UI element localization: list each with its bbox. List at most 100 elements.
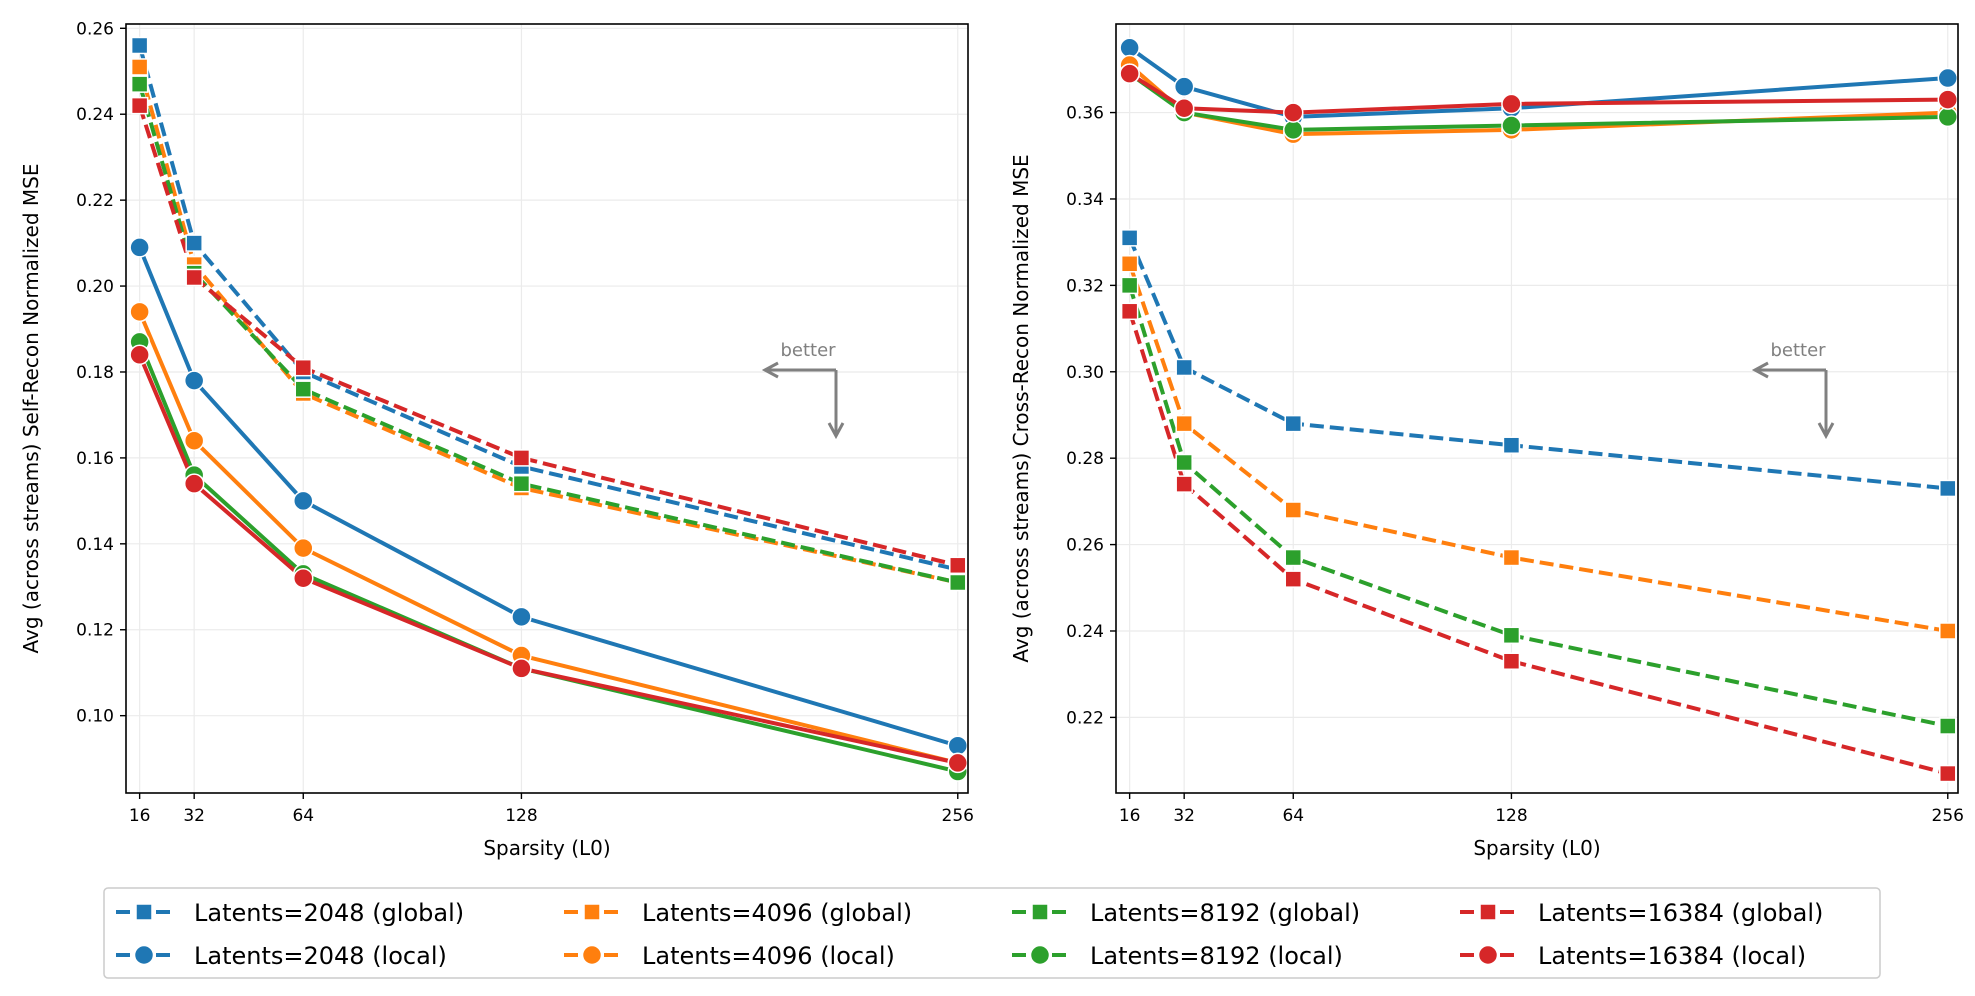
y-tick-label: 0.20 xyxy=(76,277,114,297)
better-label: better xyxy=(1770,340,1826,361)
arrow-left-head xyxy=(1751,361,1769,379)
plot-frame xyxy=(1115,23,1959,794)
x-tick-label: 128 xyxy=(1495,806,1527,826)
data-point xyxy=(1175,358,1193,377)
y-tick-label: 0.22 xyxy=(76,191,114,211)
y-tick-label: 0.12 xyxy=(76,621,114,641)
legend-item: Latents=16384 (local) xyxy=(1460,942,1806,970)
legend-label: Latents=2048 (local) xyxy=(194,942,447,970)
legend-label: Latents=4096 (local) xyxy=(642,942,895,970)
data-point xyxy=(129,344,150,366)
data-point xyxy=(1173,76,1195,97)
data-point xyxy=(1939,764,1957,783)
legend-marker xyxy=(583,903,601,921)
legend-item: Latents=2048 (local) xyxy=(116,942,447,970)
data-point xyxy=(130,58,149,76)
arrow-down-head xyxy=(1817,422,1835,440)
data-point xyxy=(129,301,150,323)
data-point xyxy=(512,474,531,493)
y-tick-label: 0.18 xyxy=(76,363,114,383)
data-point xyxy=(947,735,969,756)
legend-marker xyxy=(1477,944,1499,966)
x-axis-label: Sparsity (L0) xyxy=(1473,836,1600,860)
y-tick-label: 0.10 xyxy=(76,707,114,727)
cross-recon-chart: better 16 32 64 128 256 0.22 0.24 0.26 0.28 0.30 0… xyxy=(1009,23,1964,860)
x-tick-label: 64 xyxy=(292,806,314,826)
legend-label: Latents=4096 (global) xyxy=(642,899,912,927)
self-recon-chart: better 16 32 64 128 256 0.10 0.12 0.14 0.16 0.18 0… xyxy=(19,19,974,860)
data-point xyxy=(1119,37,1140,59)
data-point xyxy=(183,370,205,391)
data-point xyxy=(130,36,149,55)
legend-label: Latents=16384 (local) xyxy=(1538,942,1806,970)
legend-label: Latents=2048 (global) xyxy=(194,899,464,927)
data-point xyxy=(1939,479,1957,498)
data-point xyxy=(949,573,967,592)
legend-item: Latents=4096 (global) xyxy=(564,899,912,927)
y-tick-label: 0.14 xyxy=(76,535,114,555)
legend-item: Latents=4096 (local) xyxy=(564,942,895,970)
data-point xyxy=(1937,67,1959,89)
data-point xyxy=(1120,255,1139,273)
x-tick-label: 16 xyxy=(129,806,151,826)
axis-ticks: 16 32 64 128 256 0.22 0.24 0.26 0.28 0.30 0.32 0.34… xyxy=(1066,104,1964,826)
y-tick-label: 0.24 xyxy=(1066,622,1104,642)
legend-marker xyxy=(135,903,153,921)
data-point xyxy=(1283,102,1304,123)
y-tick-label: 0.32 xyxy=(1066,276,1104,296)
legend-marker xyxy=(1029,944,1051,966)
y-tick-label: 0.24 xyxy=(76,105,114,125)
data-point xyxy=(1175,475,1193,493)
data-point xyxy=(511,606,532,628)
y-tick-label: 0.26 xyxy=(76,19,114,39)
y-tick-label: 0.30 xyxy=(1066,363,1104,383)
legend-item: Latents=16384 (global) xyxy=(1460,899,1823,927)
y-tick-label: 0.16 xyxy=(76,449,114,469)
x-tick-label: 32 xyxy=(1173,806,1195,826)
data-point xyxy=(294,380,313,398)
y-axis-label: Avg (across streams) Cross-Recon Normali… xyxy=(1009,154,1033,662)
y-tick-label: 0.28 xyxy=(1066,449,1104,469)
series-markers xyxy=(1119,37,1959,783)
legend-item: Latents=8192 (global) xyxy=(1012,899,1360,927)
data-point xyxy=(1119,63,1140,84)
data-point xyxy=(1175,453,1193,472)
data-point xyxy=(1939,622,1957,640)
data-point xyxy=(1120,302,1139,321)
x-tick-label: 256 xyxy=(1932,806,1964,826)
legend-label: Latents=8192 (local) xyxy=(1090,942,1343,970)
arrow-left-head xyxy=(761,361,779,379)
data-point xyxy=(949,556,967,575)
y-tick-label: 0.26 xyxy=(1066,536,1104,556)
data-point xyxy=(1502,652,1521,670)
better-annotation: better xyxy=(1751,340,1835,440)
data-point xyxy=(293,567,314,589)
data-point xyxy=(183,473,205,494)
data-point xyxy=(1283,119,1304,141)
data-point xyxy=(1501,115,1522,136)
data-point xyxy=(129,237,150,258)
data-point xyxy=(1120,229,1139,247)
data-point xyxy=(1284,548,1303,567)
data-point xyxy=(130,75,149,93)
x-tick-label: 64 xyxy=(1282,806,1304,826)
data-point xyxy=(1502,548,1521,567)
data-point xyxy=(1120,276,1139,295)
legend: Latents=2048 (global) Latents=4096 (globa… xyxy=(103,887,1881,979)
grid xyxy=(1116,24,1958,793)
x-axis-label: Sparsity (L0) xyxy=(483,836,610,860)
x-tick-label: 32 xyxy=(183,806,205,826)
legend-marker xyxy=(1031,903,1049,921)
y-axis-label: Avg (across streams) Self-Recon Normaliz… xyxy=(19,164,43,654)
x-tick-label: 128 xyxy=(505,806,537,826)
series-line xyxy=(137,83,959,585)
data-point xyxy=(512,449,531,467)
y-tick-label: 0.34 xyxy=(1066,190,1104,210)
data-point xyxy=(185,268,203,287)
data-point xyxy=(511,658,532,679)
series-markers xyxy=(129,36,969,782)
legend-marker xyxy=(133,944,155,966)
data-point xyxy=(1937,106,1959,128)
axis-ticks: 16 32 64 128 256 0.10 0.12 0.14 0.16 0.18 0.20 0.22… xyxy=(76,19,974,826)
data-point xyxy=(1173,97,1195,119)
